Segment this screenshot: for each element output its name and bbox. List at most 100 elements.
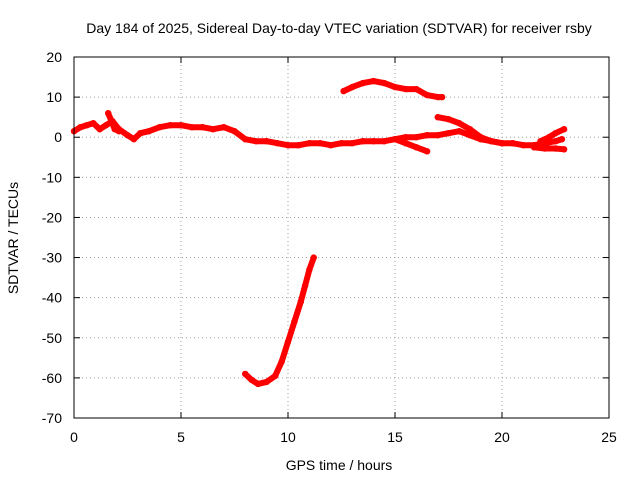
sat-trace-end-down [530, 144, 568, 153]
data-point [359, 138, 367, 145]
data-point [381, 79, 388, 87]
data-point [145, 128, 153, 135]
data-point [359, 79, 367, 87]
data-point [105, 110, 112, 117]
x-tick-label: 0 [70, 429, 78, 445]
data-point [177, 122, 185, 129]
sat-trace-upper [340, 77, 446, 101]
data-point [284, 142, 292, 149]
data-point [220, 124, 227, 131]
data-point [370, 77, 377, 85]
data-point [90, 120, 97, 127]
sat-trace-end-up-line [537, 126, 568, 145]
data-point [310, 254, 317, 261]
data-point [520, 142, 527, 149]
data-point [252, 138, 260, 145]
y-tick-label: 10 [46, 89, 62, 105]
x-tick-label: 15 [387, 429, 403, 445]
data-point [445, 116, 452, 123]
data-point [188, 124, 195, 131]
data-point [434, 132, 441, 139]
data-point [242, 370, 249, 378]
x-tick-label: 5 [177, 429, 185, 445]
data-point [552, 130, 559, 137]
y-tick-label: -60 [42, 370, 62, 386]
data-point [108, 118, 115, 125]
data-point [381, 138, 388, 145]
y-tick-label: 0 [54, 129, 62, 145]
x-tick-labels: 0 5 10 15 20 25 [70, 429, 617, 445]
sat-trace-deep [242, 254, 317, 388]
data-point [560, 126, 568, 133]
sat-trace-end-down-line [531, 144, 568, 153]
data-point [77, 124, 84, 131]
data-point [456, 128, 463, 135]
data-point [434, 114, 441, 121]
y-tick-label: -70 [42, 410, 62, 426]
data-point [209, 126, 217, 133]
data-point [349, 140, 356, 147]
data-point [96, 126, 103, 133]
data-point [391, 136, 399, 143]
data-point [137, 130, 144, 137]
data-point [263, 138, 270, 145]
sat-trace-dip [391, 136, 431, 155]
data-point [509, 140, 516, 147]
data-point [438, 93, 446, 101]
data-point [156, 124, 163, 131]
data-point [477, 134, 484, 141]
axis-ticks [73, 56, 610, 419]
sat-trace-rise [434, 114, 506, 147]
data-point [560, 146, 568, 153]
data-point [391, 83, 399, 91]
y-tick-label: -10 [42, 169, 62, 185]
data-point [552, 138, 559, 145]
data-point [445, 130, 452, 137]
x-axis-label: GPS time / hours [286, 457, 393, 473]
data-point [284, 338, 292, 345]
data-point [466, 126, 474, 133]
data-series [70, 77, 568, 388]
y-tick-label: -30 [42, 250, 62, 266]
data-point [242, 136, 249, 143]
y-tick-label: -20 [42, 209, 62, 225]
data-point [402, 140, 409, 147]
plot-frame [73, 56, 610, 419]
data-point [306, 266, 313, 273]
data-point [558, 136, 566, 143]
sat-trace-deep-line [242, 254, 317, 387]
data-point [278, 358, 285, 365]
data-point [124, 132, 131, 139]
sat-trace-main [70, 118, 516, 149]
y-tick-label: -40 [42, 290, 62, 306]
data-point [115, 128, 123, 135]
data-point [413, 144, 420, 151]
data-point [263, 378, 270, 386]
data-point [423, 148, 431, 155]
y-tick-label: 20 [46, 49, 62, 65]
sat-trace-main-line [71, 118, 516, 149]
data-point [327, 142, 334, 149]
data-point [488, 138, 495, 145]
grid-lines [74, 57, 609, 418]
data-point [295, 142, 302, 149]
data-point [301, 282, 309, 289]
data-point [498, 140, 506, 147]
y-axis-label: SDTVAR / TECUs [5, 182, 21, 294]
data-point [199, 124, 206, 131]
data-point [297, 298, 304, 305]
chart-title: Day 184 of 2025, Sidereal Day-to-day VTE… [86, 20, 592, 36]
data-point [306, 140, 313, 147]
data-point [254, 380, 262, 388]
data-point [545, 134, 553, 141]
data-point [291, 318, 298, 325]
sat-trace-end-up [537, 126, 568, 145]
data-point [530, 144, 538, 151]
data-point [402, 85, 409, 93]
data-point [552, 145, 559, 152]
x-tick-label: 10 [280, 429, 296, 445]
data-point [456, 120, 463, 127]
data-point [402, 134, 409, 141]
y-tick-label: -50 [42, 330, 62, 346]
